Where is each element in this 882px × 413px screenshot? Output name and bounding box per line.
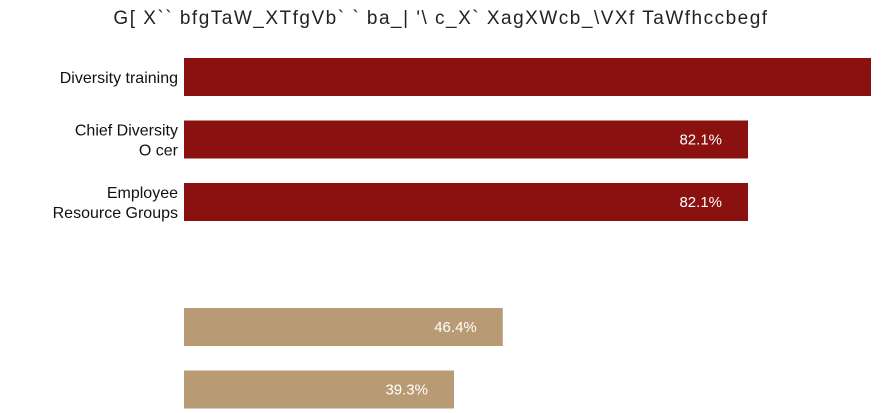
chart-title: G[ X`` bfgTaW_XTfgVb` ` ba_| '\ c_X` Xag… [113,8,769,29]
category-label-1-1: O cer [139,143,179,160]
category-label-0-0: Diversity training [60,70,178,87]
bar-5 [184,370,454,409]
value-label-2: 82.1% [679,194,722,211]
category-label-2-1: Resource Groups [53,205,178,222]
labels-group: Diversity training 82.1% Chief Diversity O … [53,70,722,399]
category-label-1-0: Chief Diversity [75,123,178,140]
bar-0 [184,58,871,96]
bars-group [184,58,871,409]
category-label-2-0: Employee [107,185,178,202]
value-label-4: 46.4% [434,319,477,336]
value-label-5: 39.3% [385,382,428,399]
bar-4 [184,308,503,346]
value-label-1: 82.1% [679,132,722,149]
bar-1 [184,120,749,159]
bar-2 [184,183,749,221]
